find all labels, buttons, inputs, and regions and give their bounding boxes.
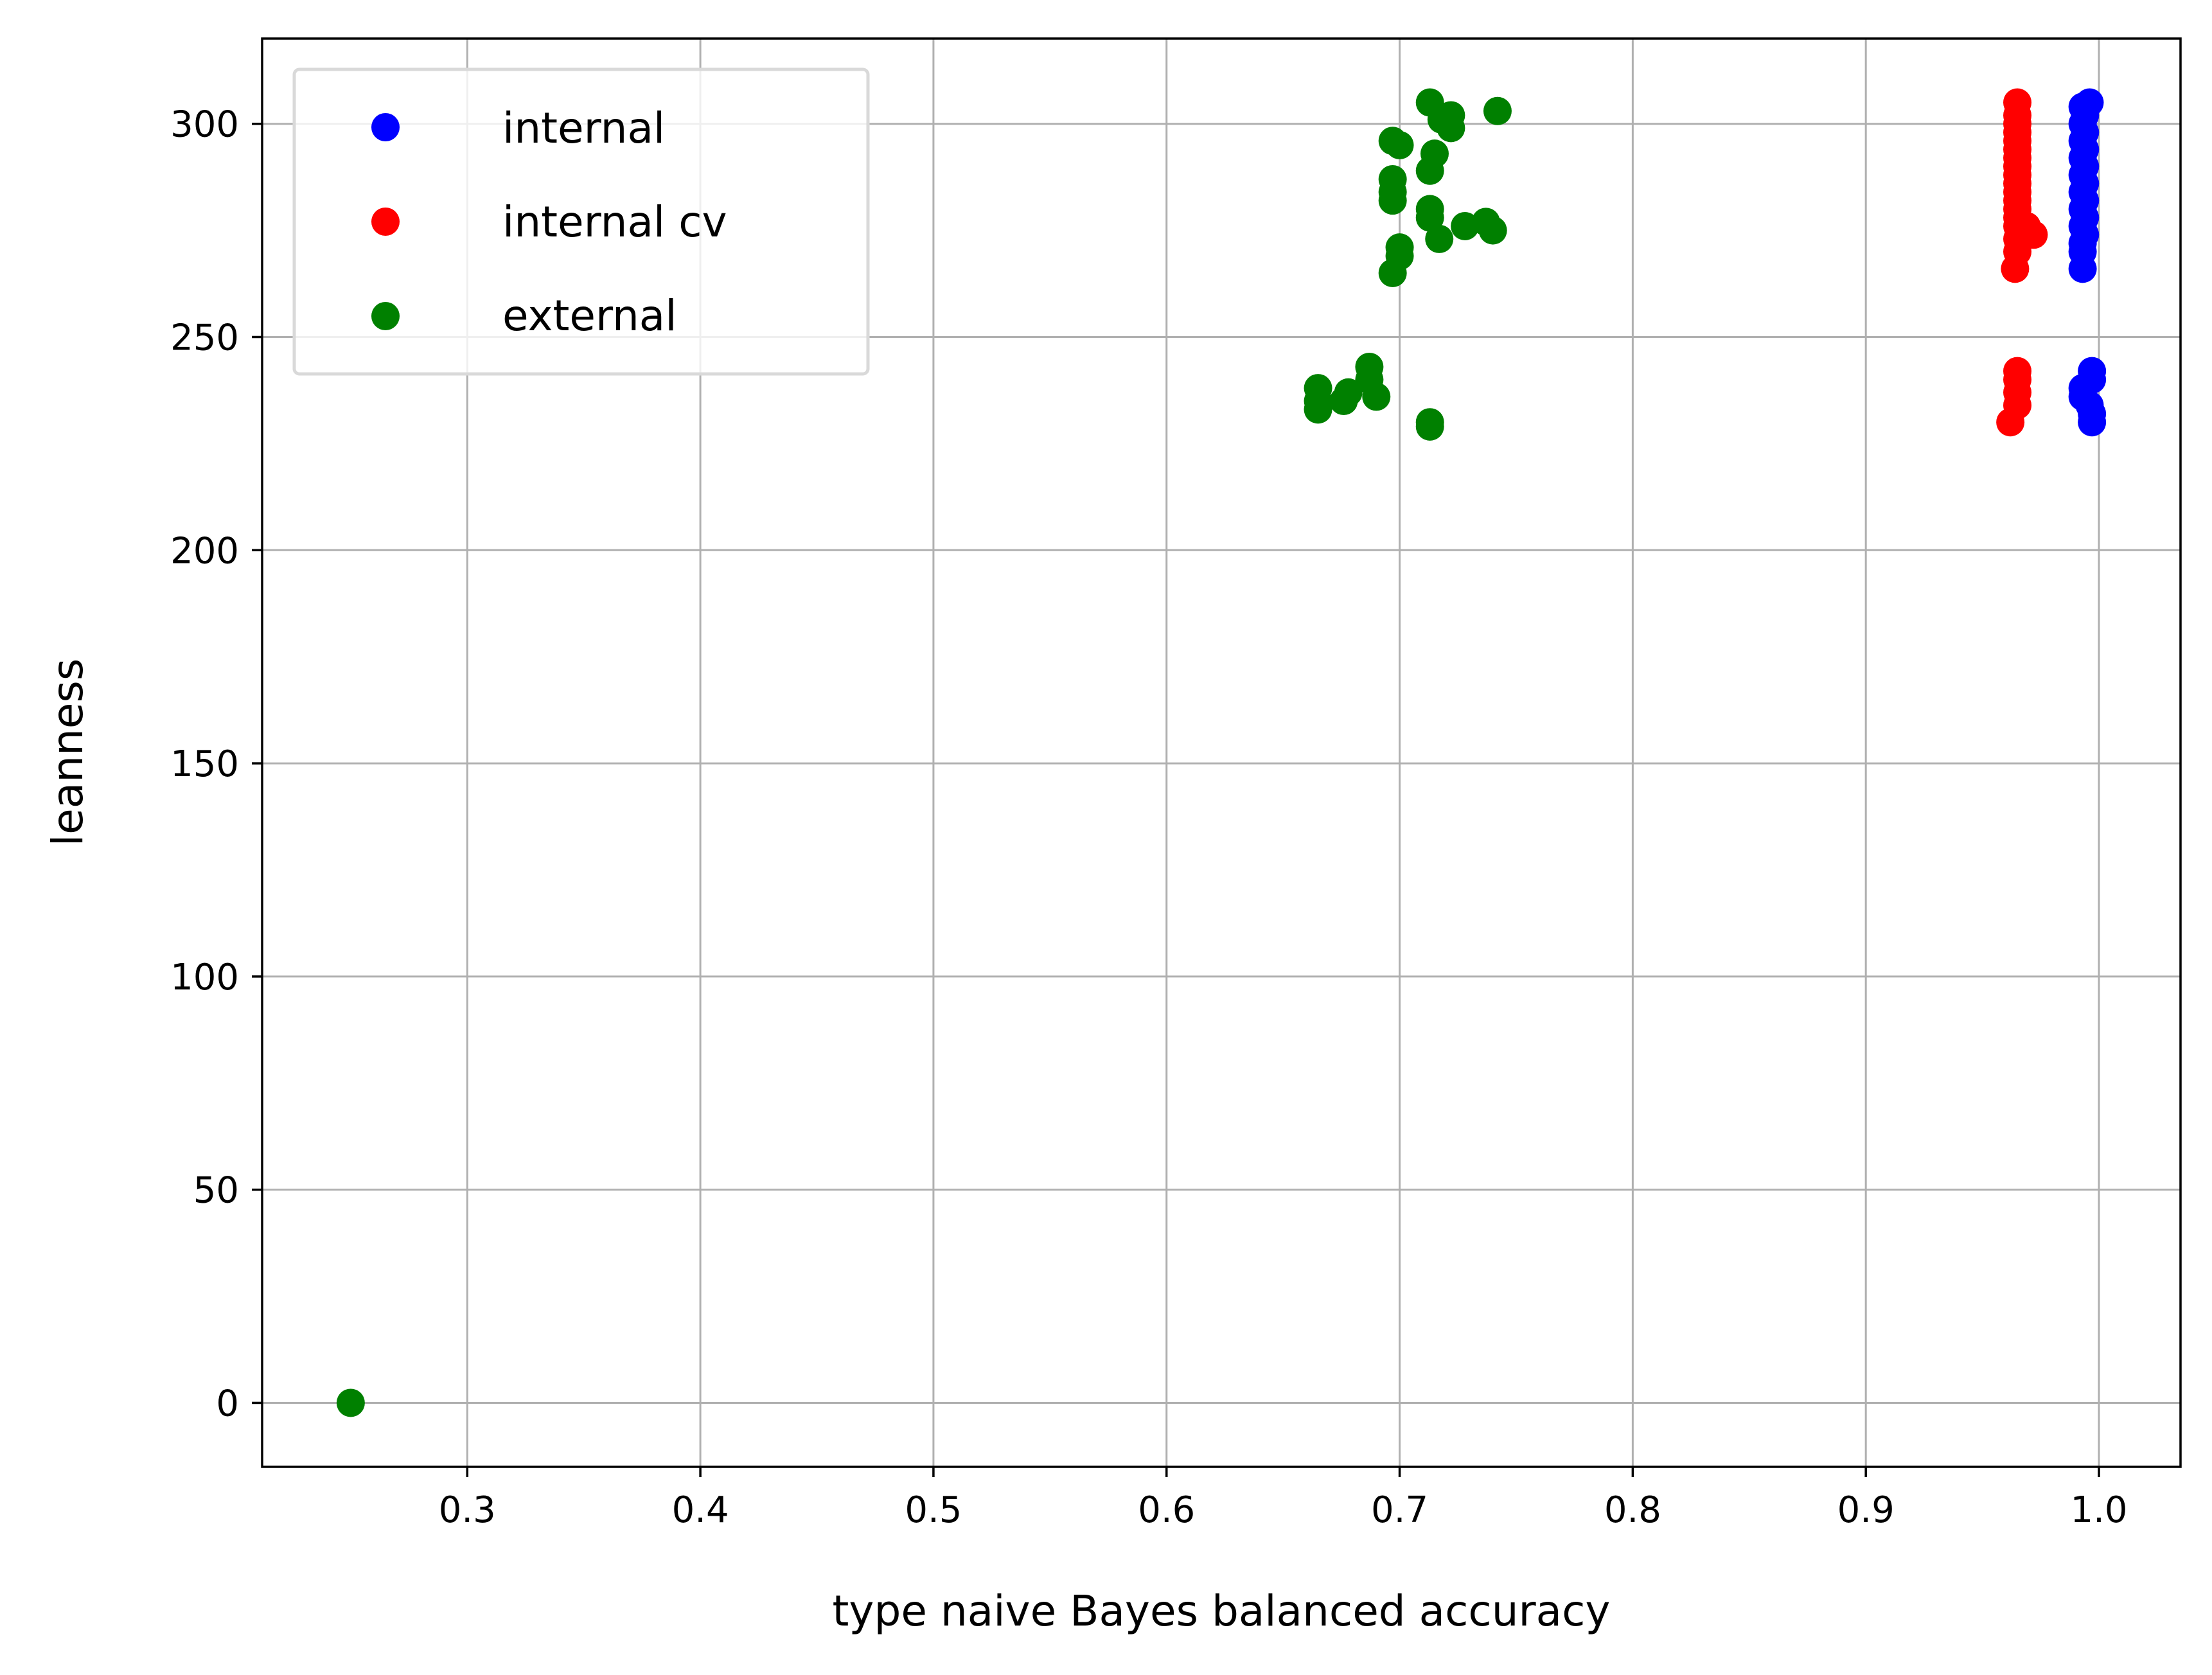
y-tick-label: 300 — [170, 104, 239, 146]
point-external — [1362, 382, 1391, 411]
point-internal — [2078, 408, 2107, 437]
x-tick-label: 1.0 — [2070, 1489, 2127, 1531]
x-tick-label: 0.5 — [905, 1489, 962, 1531]
axis-ticks: 0.3 0.4 0.5 0.6 0.7 0.8 0.9 1.0 0 50 100 150 200 250 3… — [170, 104, 2127, 1531]
point-internal-cv — [1996, 408, 2025, 437]
x-tick-label: 0.9 — [1837, 1489, 1895, 1531]
point-external — [1415, 412, 1444, 441]
data-points — [336, 88, 2107, 1417]
x-tick-label: 0.7 — [1371, 1489, 1428, 1531]
grid-lines — [262, 39, 2181, 1467]
y-tick-label: 0 — [216, 1383, 239, 1424]
x-tick-label: 0.8 — [1604, 1489, 1661, 1531]
legend-marker-internal-cv — [371, 208, 400, 236]
y-tick-label: 50 — [193, 1170, 239, 1212]
legend: internal internal cv external — [292, 67, 870, 376]
y-tick-label: 150 — [170, 743, 239, 785]
x-tick-label: 0.3 — [439, 1489, 496, 1531]
legend-label-internal: internal — [502, 103, 665, 153]
x-tick-label: 0.4 — [672, 1489, 729, 1531]
point-external — [1478, 216, 1507, 245]
point-internal-cv — [2001, 254, 2030, 283]
point-external — [1378, 186, 1407, 215]
legend-label-external: external — [502, 291, 677, 341]
plot-frame — [261, 37, 2182, 1468]
legend-marker-internal — [371, 113, 400, 141]
point-external — [1415, 156, 1444, 185]
point-external — [1304, 395, 1332, 424]
x-axis-label: type naive Bayes balanced accuracy — [833, 1586, 1611, 1636]
point-external — [1483, 96, 1512, 125]
point-external — [1415, 203, 1444, 232]
point-internal — [2068, 254, 2097, 283]
point-external — [1425, 224, 1454, 253]
y-tick-label: 100 — [170, 957, 239, 998]
legend-box — [292, 67, 870, 376]
point-internal — [2075, 88, 2104, 117]
y-tick-label: 200 — [170, 530, 239, 572]
y-axis-label: leanness — [43, 659, 93, 846]
legend-marker-external — [371, 302, 400, 330]
legend-label-internal-cv: internal cv — [502, 197, 727, 247]
point-external — [1329, 387, 1358, 416]
y-tick-label: 250 — [170, 317, 239, 359]
point-external — [1378, 258, 1407, 287]
x-tick-label: 0.6 — [1138, 1489, 1195, 1531]
point-external — [1385, 130, 1414, 159]
point-external — [336, 1388, 365, 1417]
point-external — [1437, 114, 1465, 143]
point-external — [1451, 211, 1480, 240]
